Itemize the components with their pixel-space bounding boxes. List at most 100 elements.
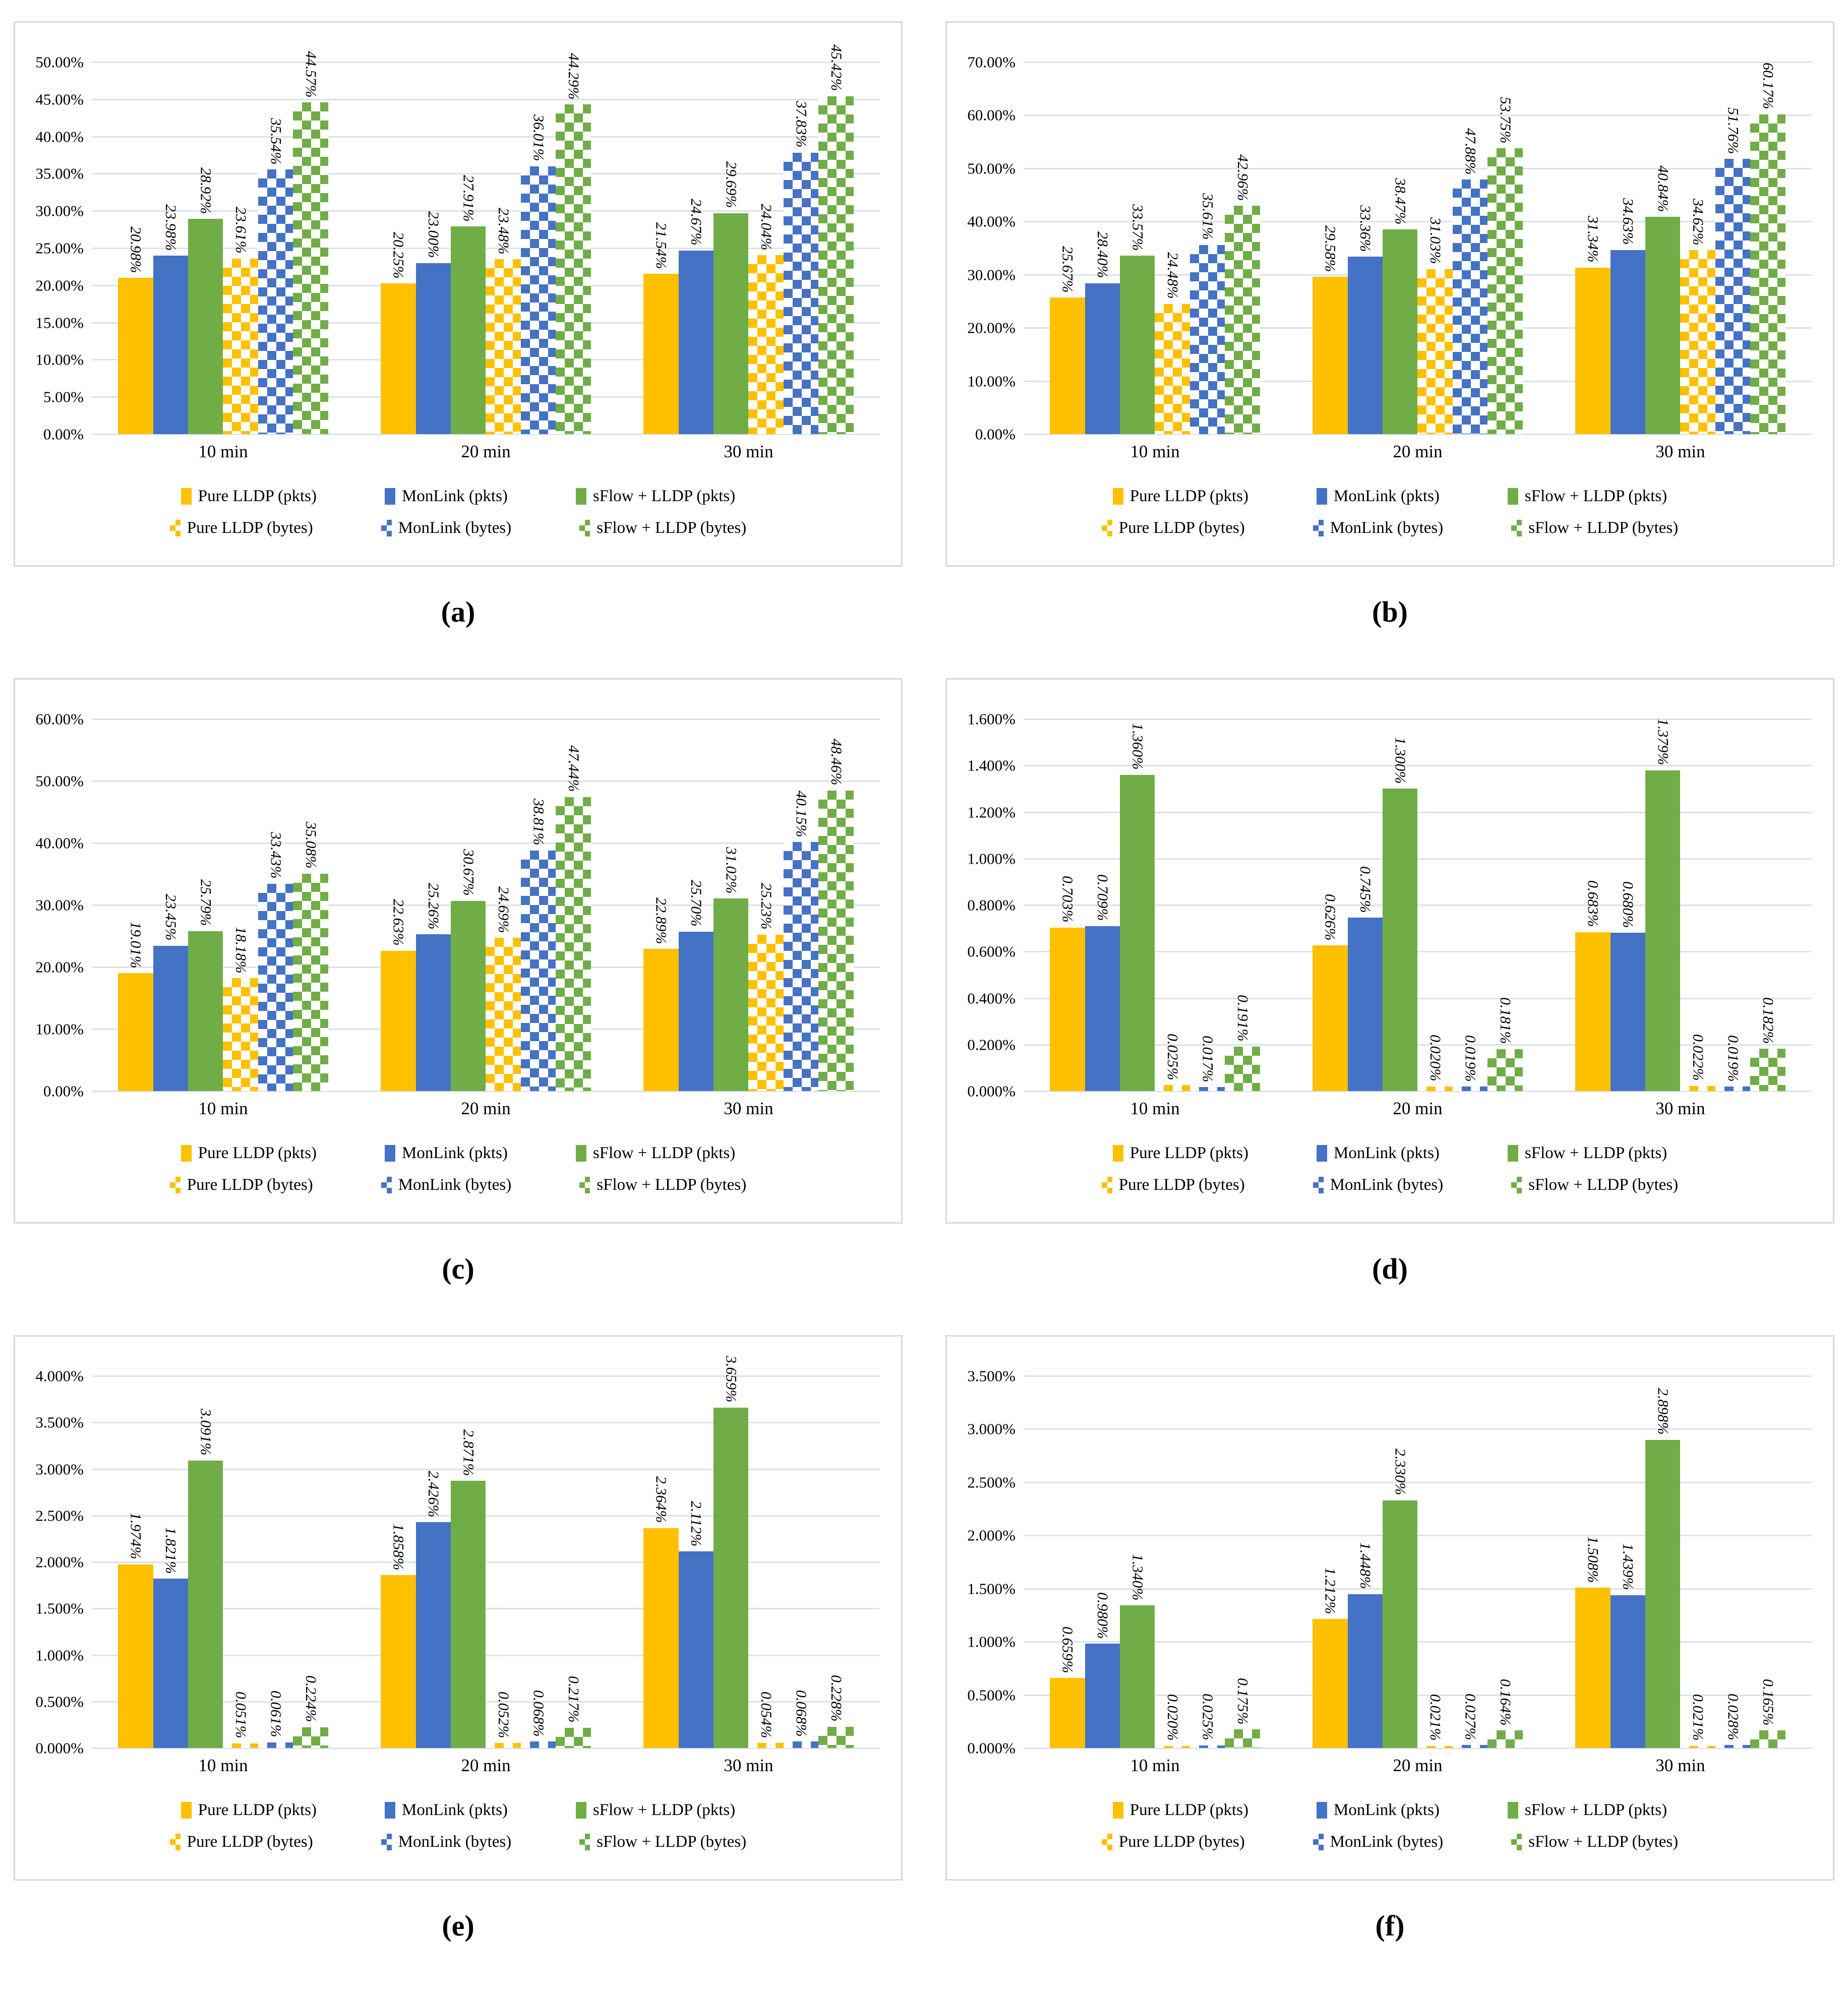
bar-value-label: 0.745% [1357,866,1374,913]
y-axis-tick-label: 1.000% [967,1633,1016,1651]
bar [451,1481,486,1748]
gridline [92,1422,880,1424]
y-axis-tick-label: 60.00% [967,106,1016,124]
chart-b: 0.00% 10.00% 20.00% 30.00% 40.00% 50.00% 60.00… [945,21,1834,678]
legend-label: Pure LLDP (bytes) [187,1175,313,1194]
legend-item: sFlow + LLDP (pkts) [1507,1801,1667,1819]
legend-swatch-icon [385,488,395,505]
legend-swatch-icon [385,1801,395,1819]
bar [486,1743,521,1748]
plot-area: 0.00% 5.00% 10.00% 15.00% 20.00% 25.00% 30.00%… [35,44,880,442]
legend-item: Pure LLDP (pkts) [181,488,317,505]
bar-value-label: 0.164% [1497,1678,1514,1726]
legend-swatch-icon [1101,1176,1112,1193]
bar [258,883,293,1091]
bar-value-label: 1.300% [1392,737,1409,784]
legend-label: Pure LLDP (bytes) [1118,1832,1245,1851]
legend: Pure LLDP (pkts) MonLink (pkts) sFlow + LL… [15,1143,901,1194]
bar-value-label: 25.67% [1059,246,1076,293]
bar [223,978,258,1091]
gridline [1024,1044,1812,1046]
gridline [92,210,880,212]
bar-value-label: 27.91% [460,174,477,222]
x-axis-category-label: 30 min [1655,442,1705,461]
bar-value-label: 0.027% [1462,1693,1479,1740]
bar [293,873,328,1091]
legend: Pure LLDP (pkts) MonLink (pkts) sFlow + LL… [947,488,1833,536]
y-axis-tick-label: 0.00% [975,425,1016,443]
gridline [92,173,880,175]
bar-value-label: 24.48% [1164,252,1181,299]
legend-label: Pure LLDP (pkts) [1129,1143,1248,1162]
chart-f: 0.000% 0.500% 1.000% 1.500% 2.000% 2.500% 3.00… [945,1335,1834,1992]
legend-label: Pure LLDP (bytes) [1118,1175,1245,1194]
bar-value-label: 25.79% [197,879,214,926]
category-group: 1.508% 1.439% 2.898% 0.021% 0.028% 0.165% [1549,1376,1812,1748]
bar [1487,1049,1523,1091]
bar [1750,114,1785,434]
bar-value-label: 35.61% [1199,193,1216,240]
bar-value-label: 0.181% [1497,997,1514,1044]
x-axis-category-label: 30 min [724,442,773,461]
bar-value-label: 23.98% [162,204,180,251]
legend-label: Pure LLDP (bytes) [187,1832,313,1851]
legend-swatch-icon [1507,1144,1518,1162]
bar-value-label: 0.191% [1234,995,1251,1042]
bar-value-label: 34.63% [1620,198,1637,245]
legend-label: sFlow + LLDP (pkts) [592,1800,736,1819]
legend-item: sFlow + LLDP (bytes) [579,519,746,536]
legend-item: MonLink (pkts) [385,1143,508,1162]
bar [678,250,713,434]
category-group: 19.01% 23.45% 25.79% 18.18% 33.43% 35.08% [92,719,354,1091]
legend-label: MonLink (bytes) [398,1175,512,1194]
legend-label: Pure LLDP (bytes) [1118,518,1245,537]
bar [381,283,416,434]
gridline [92,136,880,138]
gridline [1024,811,1812,813]
y-axis-tick-label: 3.500% [35,1413,84,1431]
legend-label: MonLink (pkts) [402,1143,508,1162]
bar-value-label: 2.112% [688,1501,705,1547]
bar-value-label: 31.02% [723,847,740,894]
bar-value-label: 0.052% [495,1691,512,1738]
legend-label: Pure LLDP (pkts) [198,487,317,505]
bar-value-label: 0.224% [302,1675,319,1722]
bar-value-label: 23.61% [232,207,249,254]
bar-value-label: 2.871% [460,1429,477,1476]
legend-label: MonLink (pkts) [1334,487,1440,505]
bar [1680,250,1715,434]
legend-swatch-icon [579,1176,590,1193]
legend-swatch-icon [1317,1801,1327,1819]
legend-label: MonLink (bytes) [1330,1832,1444,1851]
bar [415,1522,451,1748]
bar-value-label: 0.019% [1724,1035,1742,1082]
y-axis-tick-label: 1.000% [967,850,1016,868]
bar [188,1460,223,1748]
x-axis-category-label: 20 min [1393,1756,1443,1775]
bar [1155,304,1190,434]
gridline [92,904,880,906]
legend-row: Pure LLDP (pkts) MonLink (pkts) sFlow + LL… [181,1143,735,1162]
bar-value-label: 60.17% [1759,63,1776,109]
bar-value-label: 36.01% [530,114,547,161]
bar [1347,257,1383,434]
bar-value-label: 0.021% [1689,1694,1706,1741]
chart-e: 0.000% 0.500% 1.000% 1.500% 2.000% 2.500% 3.00… [14,1335,903,1992]
bar-value-label: 20.98% [127,226,144,273]
y-axis-tick-label: 10.00% [35,350,84,369]
gridline [92,434,880,435]
y-axis-tick-label: 15.00% [35,314,84,332]
y-axis-tick-label: 2.000% [967,1526,1016,1544]
category-group: 0.659% 0.980% 1.340% 0.020% 0.025% 0.175% [1024,1376,1286,1748]
bar-value-label: 3.091% [197,1409,214,1456]
bar [520,166,556,434]
bar [1189,1087,1225,1091]
y-axis-tick-label: 0.000% [35,1739,84,1757]
gridline [1024,114,1812,116]
bar [258,169,293,434]
bar-value-label: 0.022% [1689,1034,1706,1081]
bar [643,274,679,434]
legend-item: MonLink (pkts) [1317,1801,1440,1819]
bar [1575,1588,1611,1748]
legend-label: sFlow + LLDP (pkts) [592,487,736,505]
